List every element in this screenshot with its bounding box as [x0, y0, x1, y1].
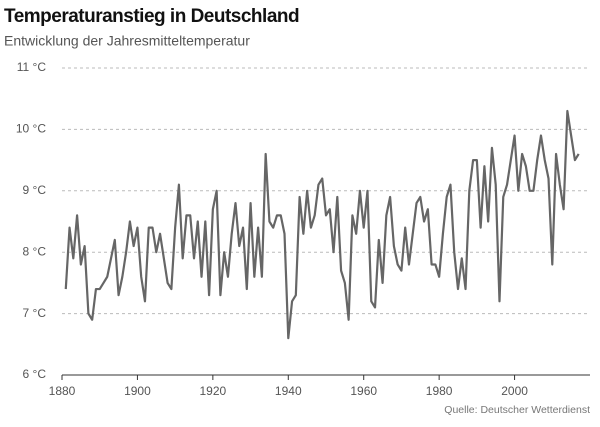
x-tick-label: 1960	[350, 384, 377, 398]
y-tick-label: 10 °C	[16, 122, 46, 136]
y-tick-label: 9 °C	[23, 183, 47, 197]
source-note: Quelle: Deutscher Wetterdienst	[444, 404, 590, 416]
x-tick-label: 1900	[124, 384, 151, 398]
x-tick-label: 1920	[200, 384, 227, 398]
x-tick-label: 1880	[49, 384, 76, 398]
y-tick-label: 7 °C	[23, 306, 47, 320]
y-tick-label: 6 °C	[23, 367, 47, 381]
x-tick-label: 1980	[426, 384, 453, 398]
x-tick-label: 2000	[501, 384, 528, 398]
y-tick-label: 11 °C	[17, 60, 47, 74]
x-tick-label: 1940	[275, 384, 302, 398]
chart-title: Temperaturanstieg in Deutschland	[4, 6, 299, 27]
chart-subtitle: Entwicklung der Jahresmitteltemperatur	[4, 33, 250, 49]
y-tick-label: 8 °C	[23, 244, 47, 258]
temperature-line	[64, 109, 580, 340]
